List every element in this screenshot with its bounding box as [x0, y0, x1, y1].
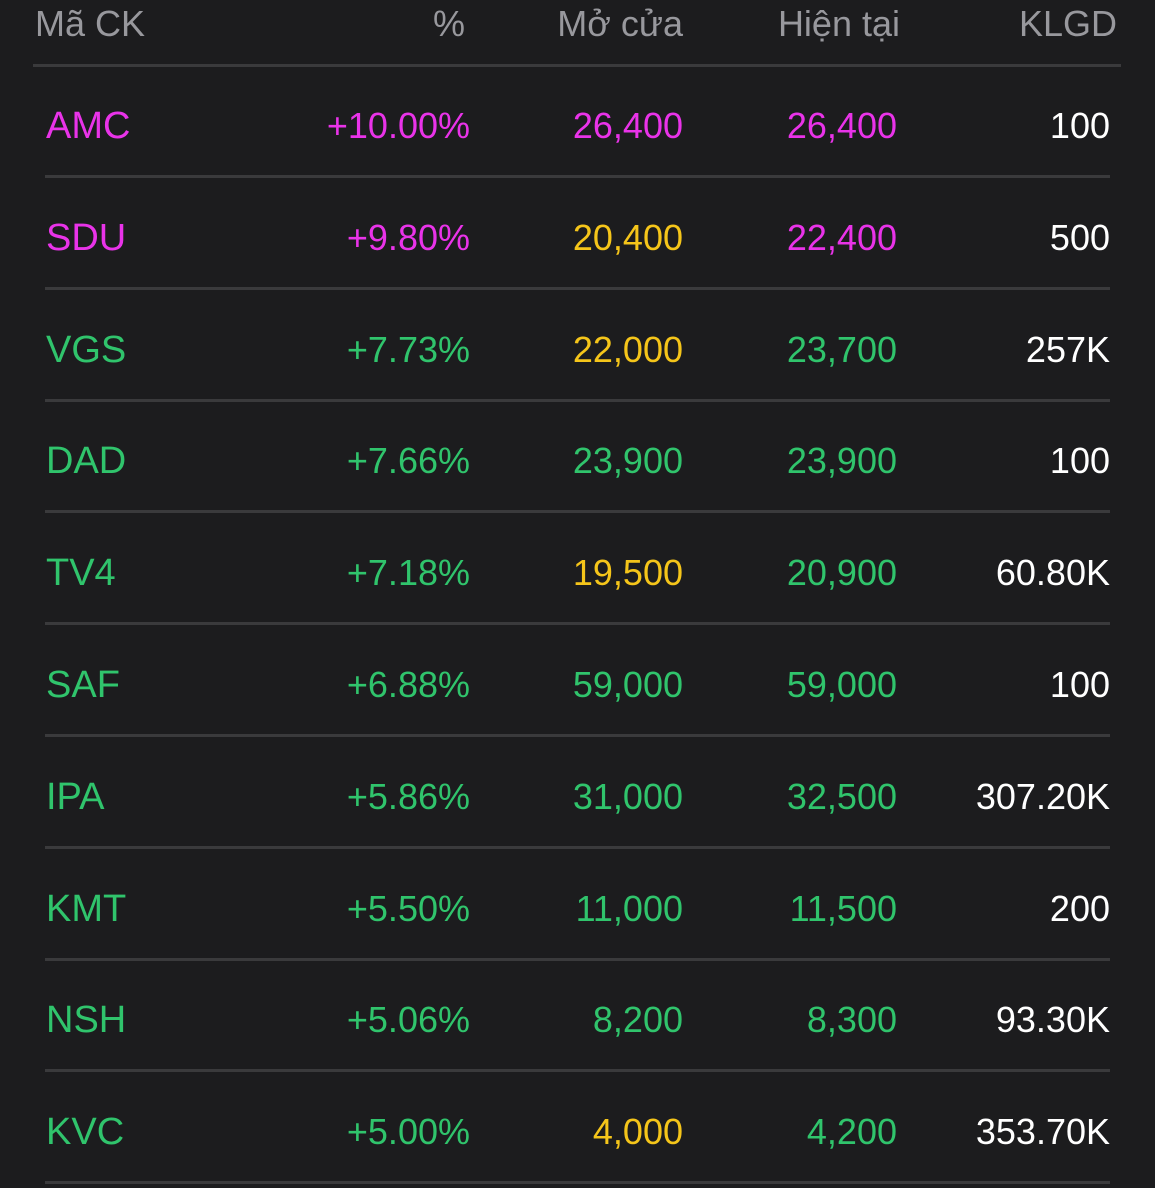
- cell-volume: 60.80K: [995, 552, 1110, 594]
- cell-current: 59,000: [786, 664, 897, 705]
- cell-percent: +5.06%: [346, 999, 470, 1041]
- cell-current: 22,400: [786, 216, 897, 258]
- row-divider: [45, 622, 1110, 626]
- cell-volume: 200: [1049, 887, 1110, 929]
- row-divider: [45, 1181, 1110, 1185]
- cell-current: 20,900: [786, 552, 897, 594]
- cell-volume: 93.30K: [995, 999, 1110, 1041]
- table-row[interactable]: VGS +7.73% 22,000 23,700 257K: [0, 290, 1155, 402]
- header-symbol[interactable]: Mã CK: [35, 3, 146, 44]
- header-percent[interactable]: %: [432, 3, 465, 44]
- table-row[interactable]: AMC +10.00% 26,400 26,400 100: [0, 66, 1155, 178]
- cell-volume: 100: [1049, 440, 1110, 482]
- cell-symbol[interactable]: IPA: [46, 775, 105, 818]
- cell-percent: +7.18%: [346, 552, 470, 594]
- table-row[interactable]: SDU +9.80% 20,400 22,400 500: [0, 178, 1155, 290]
- row-divider: [45, 957, 1110, 961]
- cell-percent: +6.88%: [346, 664, 470, 705]
- cell-open: 22,000: [572, 328, 683, 370]
- cell-symbol[interactable]: KVC: [46, 1111, 125, 1154]
- table-row[interactable]: KMT +5.50% 11,000 11,500 200: [0, 849, 1155, 961]
- row-divider: [45, 398, 1110, 402]
- cell-volume: 500: [1049, 216, 1110, 258]
- cell-percent: +5.50%: [346, 887, 470, 929]
- cell-percent: +10.00%: [326, 105, 470, 146]
- table-row[interactable]: DAD +7.66% 23,900 23,900 100: [0, 401, 1155, 514]
- header-volume[interactable]: KLGD: [1018, 3, 1117, 44]
- cell-open: 23,900: [572, 440, 683, 482]
- cell-symbol[interactable]: NSH: [46, 999, 127, 1042]
- cell-current: 26,400: [786, 105, 897, 146]
- cell-symbol[interactable]: VGS: [46, 328, 127, 371]
- table-row[interactable]: TV4 +7.18% 19,500 20,900 60.80K: [0, 513, 1155, 626]
- cell-symbol[interactable]: AMC: [46, 105, 131, 147]
- cell-current: 11,500: [789, 887, 897, 929]
- cell-open: 20,400: [572, 216, 683, 258]
- cell-open: 31,000: [572, 775, 683, 817]
- cell-percent: +7.73%: [346, 328, 470, 370]
- cell-percent: +5.86%: [346, 775, 470, 817]
- table-row[interactable]: SAF +6.88% 59,000 59,000 100: [0, 625, 1155, 737]
- cell-volume: 307.20K: [975, 775, 1110, 817]
- cell-percent: +9.80%: [346, 216, 470, 258]
- cell-volume: 100: [1049, 105, 1110, 146]
- row-divider: [45, 175, 1110, 178]
- row-divider: [45, 734, 1110, 737]
- cell-current: 8,300: [806, 999, 897, 1041]
- table-row[interactable]: NSH +5.06% 8,200 8,300 93.30K: [0, 960, 1155, 1073]
- cell-open: 11,000: [575, 887, 683, 929]
- row-divider: [45, 845, 1110, 849]
- cell-symbol[interactable]: KMT: [46, 887, 127, 930]
- cell-symbol[interactable]: SAF: [46, 664, 120, 706]
- cell-symbol[interactable]: DAD: [46, 440, 127, 483]
- cell-volume: 353.70K: [975, 1111, 1110, 1153]
- header-divider: [33, 64, 1121, 67]
- cell-open: 8,200: [592, 999, 683, 1041]
- cell-open: 59,000: [572, 664, 683, 705]
- cell-volume: 100: [1049, 664, 1110, 705]
- cell-symbol[interactable]: TV4: [46, 552, 116, 595]
- cell-current: 23,900: [786, 440, 897, 482]
- row-divider: [45, 510, 1110, 514]
- cell-open: 4,000: [592, 1111, 683, 1153]
- header-current[interactable]: Hiện tại: [777, 3, 900, 44]
- cell-current: 32,500: [786, 775, 897, 817]
- cell-current: 4,200: [806, 1111, 897, 1153]
- cell-volume: 257K: [1025, 328, 1110, 370]
- cell-symbol[interactable]: SDU: [46, 216, 127, 259]
- header-open[interactable]: Mở cửa: [557, 3, 683, 44]
- table-row[interactable]: KVC +5.00% 4,000 4,200 353.70K: [0, 1072, 1155, 1185]
- cell-open: 19,500: [572, 552, 683, 594]
- cell-percent: +7.66%: [346, 440, 470, 482]
- cell-current: 23,700: [786, 328, 897, 370]
- cell-open: 26,400: [572, 105, 683, 146]
- cell-percent: +5.00%: [346, 1111, 470, 1153]
- row-divider: [45, 286, 1110, 290]
- table-row[interactable]: IPA +5.86% 31,000 32,500 307.20K: [0, 737, 1155, 849]
- row-divider: [45, 1069, 1110, 1073]
